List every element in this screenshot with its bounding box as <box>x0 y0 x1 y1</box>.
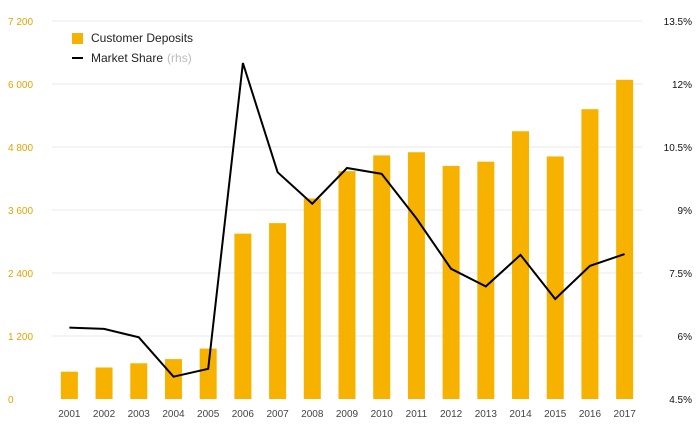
left-tick-label: 7 200 <box>8 17 33 28</box>
market-share-line <box>69 62 625 378</box>
right-tick-label: 12% <box>672 80 692 91</box>
right-axis-ticks: 4.5% 6% 7.5% 9% 10.5% 12% 13.5% <box>664 17 692 406</box>
x-tick-label: 2007 <box>266 409 289 420</box>
right-tick-label: 6% <box>678 332 693 343</box>
bar-2002 <box>95 367 113 399</box>
legend-label-market-share: Market Share <box>91 51 164 65</box>
right-tick-label: 10.5% <box>664 143 692 154</box>
bar-2004 <box>164 359 182 399</box>
legend-swatch-bar <box>72 32 83 44</box>
x-tick-label: 2009 <box>336 409 359 420</box>
right-tick-label: 4.5% <box>669 395 692 406</box>
bar-2001 <box>60 371 78 399</box>
bar-2016 <box>581 109 599 399</box>
bar-2008 <box>303 198 321 399</box>
x-tick-label: 2011 <box>406 409 428 420</box>
legend-item-customer-deposits: Customer Deposits <box>72 28 193 48</box>
left-tick-label: 1 200 <box>8 332 33 343</box>
bar-2003 <box>130 363 148 399</box>
bar-2010 <box>373 155 391 399</box>
left-tick-label: 4 800 <box>8 143 33 154</box>
left-axis-ticks: 0 1 200 2 400 3 600 4 800 6 000 7 200 <box>8 17 33 406</box>
x-tick-label: 2008 <box>301 409 324 420</box>
legend-rhs-note: (rhs) <box>167 51 192 65</box>
bar-2014 <box>512 131 530 399</box>
bar-2012 <box>442 165 460 399</box>
legend-label-customer-deposits: Customer Deposits <box>91 31 194 45</box>
x-tick-label: 2012 <box>440 409 463 420</box>
x-axis-ticks: 2001 2002 2003 2004 2005 2006 2007 2008 2009 2010… <box>58 409 636 420</box>
bar-2017 <box>616 79 634 400</box>
x-tick-label: 2003 <box>128 409 151 420</box>
left-tick-label: 3 600 <box>8 206 33 217</box>
left-tick-label: 2 400 <box>8 269 33 280</box>
legend-item-market-share: Market Share (rhs) <box>72 48 193 68</box>
right-tick-label: 9% <box>678 206 693 217</box>
legend-swatch-line <box>72 57 83 59</box>
x-tick-label: 2006 <box>232 409 255 420</box>
bar-2009 <box>338 171 356 399</box>
bar-2007 <box>269 223 287 399</box>
bar-2005 <box>199 348 217 399</box>
customer-deposits-bars <box>60 79 634 400</box>
x-tick-label: 2014 <box>509 409 532 420</box>
x-tick-label: 2004 <box>162 409 185 420</box>
right-tick-label: 7.5% <box>669 269 692 280</box>
x-tick-label: 2005 <box>197 409 220 420</box>
left-tick-label: 0 <box>8 395 14 406</box>
x-tick-label: 2013 <box>475 409 498 420</box>
bar-2013 <box>477 161 495 399</box>
x-tick-label: 2002 <box>93 409 116 420</box>
bar-2011 <box>407 152 425 399</box>
x-tick-label: 2017 <box>614 409 637 420</box>
x-tick-label: 2016 <box>579 409 602 420</box>
x-tick-label: 2010 <box>371 409 394 420</box>
left-tick-label: 6 000 <box>8 80 33 91</box>
legend: Customer Deposits Market Share (rhs) <box>72 28 193 68</box>
x-tick-label: 2001 <box>58 409 81 420</box>
bar-2015 <box>546 156 564 399</box>
x-tick-label: 2015 <box>544 409 567 420</box>
right-tick-label: 13.5% <box>664 17 692 28</box>
bar-2006 <box>234 233 252 399</box>
